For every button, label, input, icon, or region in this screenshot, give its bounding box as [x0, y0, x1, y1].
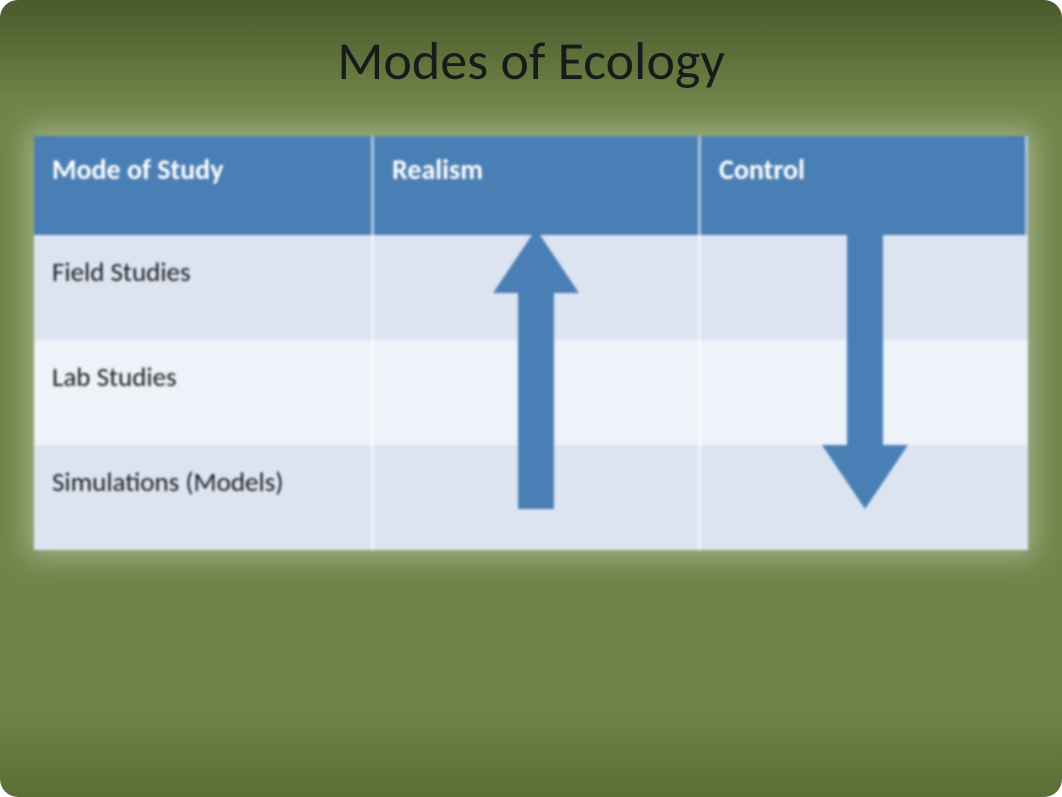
- table-cell-control-0: [701, 235, 1028, 340]
- column-header-realism: Realism: [374, 136, 701, 235]
- modes-table: Mode of Study Realism Control Field Stud…: [34, 136, 1028, 550]
- slide: Modes of Ecology Mode of Study Realism C…: [0, 0, 1062, 797]
- arrow-down-icon: [820, 229, 910, 509]
- table-row-label: Simulations (Models): [34, 445, 374, 550]
- column-header-mode: Mode of Study: [34, 136, 374, 235]
- page-title: Modes of Ecology: [30, 28, 1032, 94]
- table-cell-realism-0: [374, 235, 701, 340]
- arrow-up-icon: [491, 229, 581, 509]
- column-header-control: Control: [701, 136, 1028, 235]
- table-row-label: Lab Studies: [34, 340, 374, 445]
- table-row-label: Field Studies: [34, 235, 374, 340]
- table-container: Mode of Study Realism Control Field Stud…: [34, 136, 1028, 550]
